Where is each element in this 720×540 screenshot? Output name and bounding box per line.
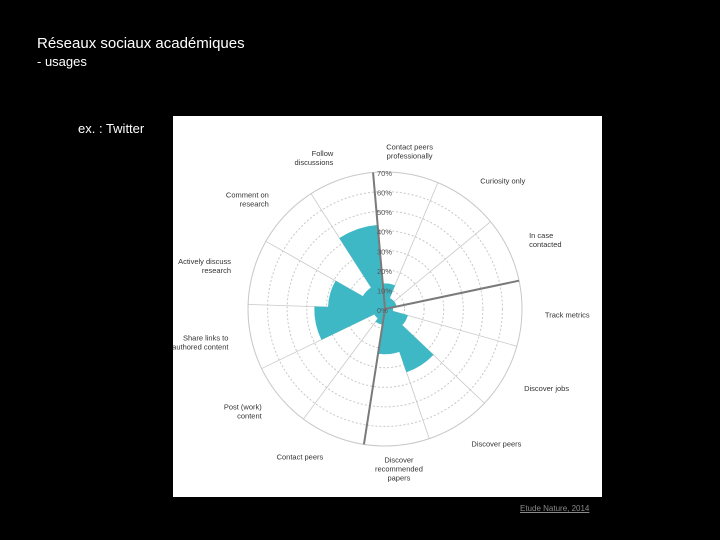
category-label-0: Contact peers professionally bbox=[386, 142, 433, 160]
category-label-12: Follow discussions bbox=[295, 149, 334, 167]
grid-ring-50 bbox=[286, 210, 484, 408]
category-label-7: Contact peers bbox=[277, 453, 324, 462]
category-label-4: Discover jobs bbox=[524, 384, 569, 393]
category-label-11: Comment on research bbox=[226, 190, 269, 208]
wedge-9 bbox=[314, 306, 386, 340]
highlight-spoke-1 bbox=[384, 279, 520, 310]
grid-ring-60 bbox=[267, 191, 503, 427]
category-label-9: Share links to authored content bbox=[173, 334, 229, 352]
grid-ring-70 bbox=[247, 171, 523, 447]
radial-tick-label-20: 20% bbox=[377, 267, 392, 276]
wedge-layer bbox=[314, 224, 434, 373]
example-label: ex. : Twitter bbox=[78, 121, 145, 136]
grid-spoke-2 bbox=[384, 221, 491, 310]
category-label-6: Discover recommended papers bbox=[375, 455, 423, 482]
polar-area-chart: 0% 10% 20% 30% 40% 50% 60% 70% Contact peers pro… bbox=[173, 142, 590, 482]
slide-subtitle: - usages bbox=[37, 54, 87, 69]
label-layer: Contact peers professionally Curiosity onl… bbox=[173, 142, 590, 482]
category-label-1: Curiosity only bbox=[480, 176, 525, 185]
spoke-layer bbox=[362, 172, 520, 445]
category-label-10: Actively discuss research bbox=[178, 257, 231, 275]
radial-tick-label-10: 10% bbox=[377, 286, 392, 295]
highlight-spoke-0 bbox=[372, 172, 386, 310]
wedge-5 bbox=[384, 308, 434, 373]
category-label-2: In case contacted bbox=[529, 231, 562, 249]
radial-tick-label-40: 40% bbox=[377, 228, 392, 237]
grid-ring-40 bbox=[306, 230, 464, 388]
chart-panel: 0% 10% 20% 30% 40% 50% 60% 70% Contact peers pro… bbox=[173, 116, 602, 497]
radial-tick-label-50: 50% bbox=[377, 208, 392, 217]
radial-tick-label-70: 70% bbox=[377, 169, 392, 178]
highlight-spoke-2 bbox=[362, 308, 386, 445]
citation-link[interactable]: Etude Nature, 2014 bbox=[520, 504, 590, 513]
radial-tick-label-60: 60% bbox=[377, 189, 392, 198]
slide-title: Réseaux sociaux académiques bbox=[37, 35, 245, 52]
radial-tick-label-30: 30% bbox=[377, 247, 392, 256]
wedge-10 bbox=[328, 280, 386, 310]
category-label-3: Track metrics bbox=[545, 310, 590, 319]
radial-tick-label-0: 0% bbox=[377, 306, 388, 315]
category-label-8: Post (work) content bbox=[224, 403, 263, 421]
category-label-5: Discover peers bbox=[471, 440, 521, 449]
grid-spoke-8 bbox=[303, 308, 386, 420]
tick-layer: 0% 10% 20% 30% 40% 50% 60% 70% bbox=[377, 169, 392, 315]
